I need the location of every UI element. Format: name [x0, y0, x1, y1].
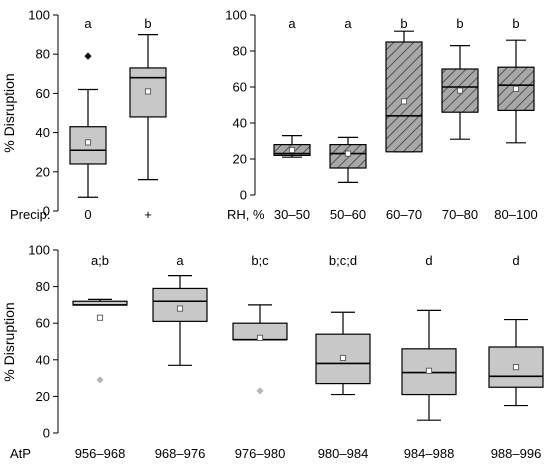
y-tick-label: 80	[233, 44, 247, 59]
category-label: 50–60	[330, 207, 366, 222]
mean-marker	[84, 139, 92, 146]
significance-letter: b	[512, 16, 519, 31]
y-tick-label: 100	[225, 8, 247, 23]
category-label: 988–996	[491, 446, 542, 461]
box-1: a 50–60	[329, 16, 367, 222]
y-axis-title: % Disruption	[1, 302, 17, 381]
significance-letter: a	[344, 16, 352, 31]
box-3: b 70–80	[441, 16, 479, 222]
box-5: d 988–996	[488, 253, 544, 461]
box-4: d 984–988	[401, 253, 457, 461]
mean-marker	[512, 85, 520, 92]
y-tick-label: 60	[36, 86, 50, 101]
category-label: 980–984	[318, 446, 369, 461]
outlier-point	[84, 52, 92, 60]
mean-marker	[288, 146, 296, 154]
significance-letter: b	[144, 16, 151, 31]
group-label: RH, %	[227, 207, 265, 222]
category-label: 30–50	[274, 207, 310, 222]
mean-marker	[512, 364, 520, 371]
mean-marker	[339, 354, 347, 362]
y-tick-label: 20	[36, 164, 50, 179]
y-tick-label: 0	[43, 204, 50, 219]
group-label: AtP	[10, 446, 31, 461]
box-2: b;c 976–980	[232, 253, 288, 461]
mean-marker	[144, 88, 152, 95]
category-label: 70–80	[442, 207, 478, 222]
y-tick-label: 0	[43, 426, 50, 441]
significance-letter: a;b	[91, 253, 109, 268]
box-0: a 30–50	[273, 16, 311, 222]
category-label: 0	[84, 207, 91, 222]
panel-relative-humidity: 0 20 40 60 80 100 RH, % a 30–50 a 50–60 b 60–70 b 70–8…	[225, 8, 537, 223]
box-iqr[interactable]	[385, 41, 423, 153]
significance-letter: a	[176, 253, 184, 268]
y-tick-label: 100	[28, 243, 50, 258]
significance-letter: d	[425, 253, 432, 268]
y-tick-label: 60	[36, 316, 50, 331]
mean-marker	[256, 334, 264, 341]
y-tick-label: 20	[36, 389, 50, 404]
mean-marker	[400, 98, 408, 105]
significance-letter: a	[84, 16, 92, 31]
mean-marker	[425, 367, 433, 374]
significance-letter: b;c	[251, 253, 269, 268]
box-1: b+	[129, 16, 167, 222]
category-label: 976–980	[235, 446, 286, 461]
significance-letter: b	[456, 16, 463, 31]
box-2: b 60–70	[385, 16, 423, 222]
y-tick-label: 40	[36, 352, 50, 367]
category-label: 80–100	[494, 207, 537, 222]
significance-letter: b;c;d	[329, 253, 357, 268]
box-0: a0	[69, 16, 107, 222]
group-label: Precip.	[10, 207, 50, 222]
y-tick-label: 80	[36, 279, 50, 294]
mean-marker	[456, 87, 464, 94]
box-0: a;b 956–968	[72, 253, 128, 461]
y-tick-label: 80	[36, 47, 50, 62]
category-label: 968–976	[155, 446, 206, 461]
significance-letter: a	[288, 16, 296, 31]
y-tick-label: 40	[233, 116, 247, 131]
box-1: a 968–976	[152, 253, 208, 461]
box-iqr[interactable]	[152, 287, 208, 322]
box-4: b 80–100	[494, 16, 537, 222]
outlier-point	[256, 387, 264, 395]
category-label: +	[144, 207, 152, 222]
mean-marker	[176, 305, 184, 312]
y-tick-label: 40	[36, 125, 50, 140]
category-label: 60–70	[386, 207, 422, 222]
mean-marker	[344, 150, 352, 157]
significance-letter: b	[400, 16, 407, 31]
outlier-point	[96, 376, 104, 384]
box-3: b;c;d 980–984	[315, 253, 371, 461]
y-tick-label: 20	[233, 152, 247, 167]
category-label: 984–988	[404, 446, 455, 461]
y-tick-label: 100	[28, 8, 50, 23]
category-label: 956–968	[75, 446, 126, 461]
y-tick-label: 60	[233, 80, 247, 95]
mean-marker	[96, 314, 104, 321]
panel-atmospheric-pressure: 0 20 40 60 80 100 % Disruption AtP a;b 956–968 a 96…	[1, 243, 544, 461]
box-iqr[interactable]	[129, 67, 167, 118]
y-tick-label: 0	[240, 188, 247, 203]
significance-letter: d	[512, 253, 519, 268]
y-axis-title: % Disruption	[1, 73, 17, 152]
